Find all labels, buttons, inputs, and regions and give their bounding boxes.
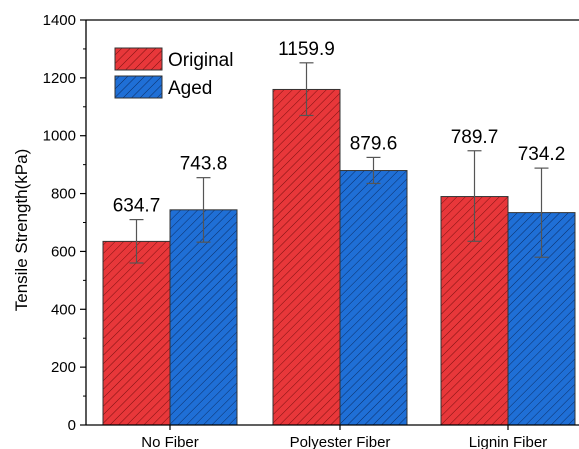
data-label-original-0: 634.7 xyxy=(113,196,161,217)
y-tick-label-7: 1400 xyxy=(43,12,76,29)
y-tick-label-0: 0 xyxy=(68,417,76,434)
y-tick-label-5: 1000 xyxy=(43,128,76,145)
data-label-aged-2: 734.2 xyxy=(518,144,566,165)
y-tick-label-2: 400 xyxy=(51,301,76,318)
axes-layer: 0 200 400 600 800 1000 1200 1400 No Fiber Polyest… xyxy=(43,12,579,449)
y-tick-label-4: 800 xyxy=(51,186,76,203)
data-label-original-2: 789.7 xyxy=(451,127,499,148)
bars-layer xyxy=(102,88,576,426)
legend: Original Aged xyxy=(114,47,233,99)
bar-original-1 xyxy=(272,88,341,426)
legend-swatch-original xyxy=(114,47,163,71)
legend-label-original: Original xyxy=(168,50,233,71)
legend-swatch-aged xyxy=(114,75,163,99)
y-tick-label-3: 600 xyxy=(51,243,76,260)
x-tick-label-0: No Fiber xyxy=(141,434,199,449)
data-label-aged-1: 879.6 xyxy=(350,133,398,154)
y-tick-label-6: 1200 xyxy=(43,70,76,87)
data-label-aged-0: 743.8 xyxy=(180,154,228,175)
bar-original-0 xyxy=(102,240,171,426)
x-tick-label-1: Polyester Fiber xyxy=(290,434,391,449)
y-tick-label-1: 200 xyxy=(51,359,76,376)
data-labels-layer: 634.7 1159.9 789.7 743.8 879.6 734.2 xyxy=(113,39,566,217)
data-label-original-1: 1159.9 xyxy=(278,39,335,60)
bar-aged-1 xyxy=(339,170,408,426)
bar-aged-0 xyxy=(169,209,238,426)
y-axis-title: Tensile Strength(kPa) xyxy=(12,149,31,312)
x-tick-label-2: Lignin Fiber xyxy=(469,434,547,449)
error-bars-layer xyxy=(129,62,549,264)
legend-label-aged: Aged xyxy=(168,78,212,99)
